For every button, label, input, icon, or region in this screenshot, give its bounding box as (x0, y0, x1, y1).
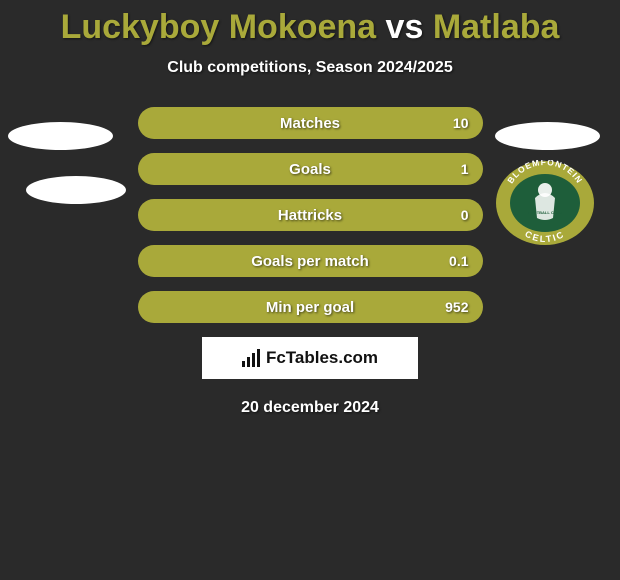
stat-label: Goals (289, 161, 331, 178)
placeholder-oval (8, 122, 113, 150)
stats-list: Matches 10 Goals 1 Hattricks 0 Goals per… (138, 107, 483, 323)
stat-row: Matches 10 (138, 107, 483, 139)
stat-value: 0 (461, 207, 469, 223)
stat-label: Min per goal (266, 299, 354, 316)
date-text: 20 december 2024 (0, 399, 620, 417)
stat-row: Goals per match 0.1 (138, 245, 483, 277)
badge-club-short: FOOTBALL CLUB (528, 210, 562, 215)
bar-chart-icon (242, 349, 260, 367)
placeholder-oval (26, 176, 126, 204)
subtitle: Club competitions, Season 2024/2025 (0, 59, 620, 77)
stat-row: Goals 1 (138, 153, 483, 185)
stat-row: Min per goal 952 (138, 291, 483, 323)
club-badge: BLOEMFONTEIN CELTIC FOOTBALL CLUB (495, 160, 595, 246)
stat-value: 0.1 (449, 253, 468, 269)
player1-name: Luckyboy Mokoena (61, 8, 377, 46)
right-logos: BLOEMFONTEIN CELTIC FOOTBALL CLUB (495, 122, 600, 246)
title-vs: vs (386, 8, 424, 46)
left-placeholders (8, 122, 126, 230)
footer-brand-text: FcTables.com (266, 348, 378, 368)
stat-label: Matches (280, 115, 340, 132)
stat-value: 1 (461, 161, 469, 177)
badge-figure-icon (535, 193, 555, 220)
footer-brand: FcTables.com (202, 337, 418, 379)
player2-name: Matlaba (433, 8, 560, 46)
placeholder-oval (495, 122, 600, 150)
page-title: Luckyboy Mokoena vs Matlaba (0, 0, 620, 51)
stat-label: Hattricks (278, 207, 342, 224)
stat-value: 10 (453, 115, 469, 131)
stat-value: 952 (445, 299, 468, 315)
stat-label: Goals per match (251, 253, 369, 270)
stat-row: Hattricks 0 (138, 199, 483, 231)
